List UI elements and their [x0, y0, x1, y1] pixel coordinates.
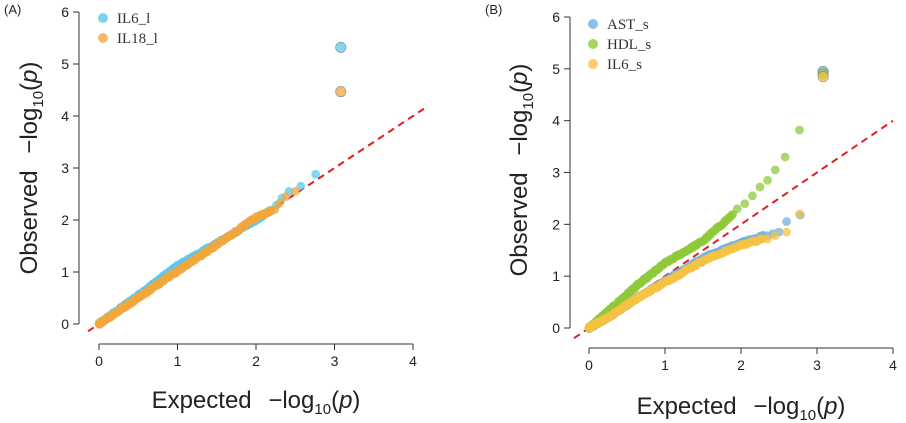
y-tick-label: 2: [61, 212, 69, 228]
x-tick-label: 0: [95, 353, 103, 369]
y-tick-label: 5: [61, 56, 69, 72]
y-tick-label: 6: [552, 9, 560, 25]
data-point: [780, 152, 790, 162]
x-tick-label: 4: [409, 353, 417, 369]
y-tick-label: 5: [552, 61, 560, 77]
data-point: [290, 187, 300, 196]
x-tick-label: 3: [813, 357, 821, 373]
y-tick-label: 1: [552, 268, 560, 284]
data-point: [270, 205, 280, 215]
data-point: [281, 192, 291, 202]
data-point: [335, 86, 347, 98]
data-point: [763, 234, 772, 244]
data-point: [782, 227, 791, 237]
data-point: [817, 71, 829, 83]
data-point: [795, 125, 804, 135]
series-IL6_s: [584, 71, 829, 333]
data-point: [763, 175, 772, 185]
data-point: [740, 199, 750, 209]
data-point: [795, 209, 804, 219]
x-tick-label: 0: [585, 357, 593, 373]
y-tick-label: 2: [552, 216, 560, 232]
reference-diagonal-line: [87, 106, 427, 333]
y-axis-title: Observed −log10(p): [506, 64, 537, 277]
data-points: [94, 41, 347, 329]
y-axis-title: Observed −log10(p): [16, 62, 47, 275]
x-tick-label: 3: [331, 353, 339, 369]
data-point: [311, 169, 321, 179]
legend-label: IL18_l: [117, 31, 158, 47]
x-tick-label: 4: [889, 357, 897, 373]
y-tick-label: 4: [61, 108, 69, 124]
legend-marker: [588, 59, 598, 69]
legend-marker: [98, 13, 108, 23]
data-point: [770, 165, 780, 175]
x-tick-label: 2: [252, 353, 260, 369]
x-axis-title: Expected −log10(p): [152, 387, 361, 418]
x-ticks: 0 1 2 3 4: [95, 344, 417, 369]
legend-label: AST_s: [607, 17, 649, 33]
legend-marker: [588, 19, 598, 29]
legend-marker: [98, 33, 108, 43]
x-tick-label: 2: [737, 357, 745, 373]
panel-b: (B) 0 1 2 3 4 5 6 0 1 2 3 4 AST_s HDL_s IL6_s Expect…: [485, 2, 897, 423]
legend-marker: [588, 39, 598, 49]
data-point: [748, 191, 757, 201]
data-point: [335, 41, 347, 53]
x-ticks: 0 1 2 3 4: [585, 348, 897, 373]
data-point: [275, 199, 284, 208]
y-tick-label: 0: [552, 320, 560, 336]
panel-label: (B): [485, 2, 502, 17]
panel-a: (A) 0 1 2 3 4 5 6 0 1 2 3 4 IL6_l IL18_l Expected −…: [4, 2, 427, 418]
data-points: [584, 65, 829, 333]
x-tick-label: 1: [661, 357, 669, 373]
panel-label: (A): [4, 2, 21, 17]
y-tick-label: 1: [61, 264, 69, 280]
data-point: [755, 182, 765, 192]
x-axis-title: Expected −log10(p): [637, 393, 846, 423]
legend-label: IL6_s: [607, 57, 642, 73]
y-tick-label: 3: [61, 160, 69, 176]
series-AST_s: [584, 65, 829, 333]
data-point: [732, 204, 742, 214]
y-tick-label: 0: [61, 316, 69, 332]
data-point: [782, 217, 791, 227]
y-tick-label: 3: [552, 165, 560, 181]
legend-label: IL6_l: [117, 11, 150, 27]
y-tick-label: 4: [552, 113, 560, 129]
legend: IL6_l IL18_l: [98, 11, 158, 47]
y-ticks: 0 1 2 3 4 5 6: [61, 4, 79, 332]
x-tick-label: 1: [174, 353, 182, 369]
data-point: [770, 231, 780, 241]
y-ticks: 0 1 2 3 4 5 6: [552, 9, 570, 336]
legend: AST_s HDL_s IL6_s: [588, 17, 651, 73]
series-HDL_s: [584, 68, 829, 333]
series-IL18_l: [94, 86, 347, 329]
legend-label: HDL_s: [607, 37, 651, 53]
y-tick-label: 6: [61, 4, 69, 20]
